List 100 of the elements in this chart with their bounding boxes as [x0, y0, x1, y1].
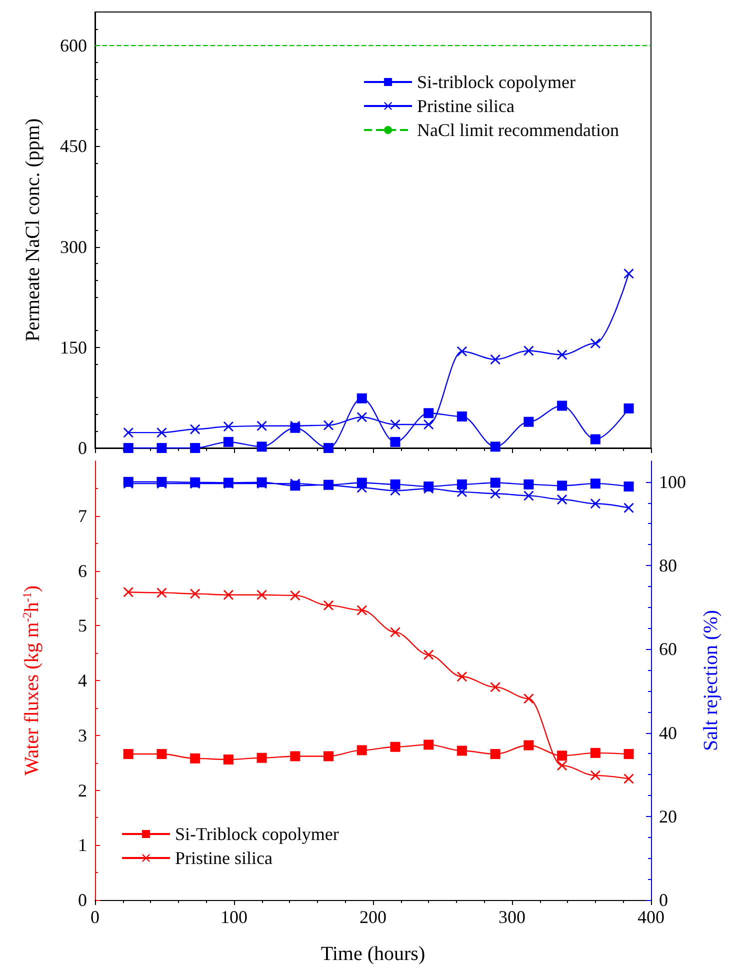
point: [223, 422, 234, 432]
point: [557, 350, 568, 360]
point: [456, 672, 467, 682]
y-tick-label: 0: [78, 438, 87, 458]
point: [390, 420, 400, 430]
point: [223, 754, 234, 765]
point: [590, 770, 600, 780]
point: [324, 751, 334, 762]
point: [524, 346, 534, 356]
y2-tick-label: 80: [659, 556, 677, 576]
y2-axis-title: Salt rejection (%): [700, 610, 722, 752]
y-tick-label: 4: [78, 670, 87, 690]
point: [624, 774, 634, 784]
legend-label: Pristine silica: [175, 848, 272, 868]
legend-label: Si-Triblock copolymer: [175, 824, 339, 844]
point: [590, 434, 600, 444]
y-tick-label: 5: [78, 616, 87, 636]
point: [256, 442, 267, 452]
y-axis-title: Permeate NaCl conc. (ppm): [22, 118, 44, 342]
y-tick-label: 300: [60, 236, 87, 257]
point: [356, 745, 367, 756]
y-axis-title: Water fluxes (kg m-2h-1): [20, 586, 43, 776]
legend-label: Si-triblock copolymer: [417, 72, 576, 92]
point: [524, 694, 534, 704]
point: [524, 740, 534, 750]
legend-label: NaCl limit recommendation: [417, 120, 620, 140]
y-tick-label: 600: [60, 36, 87, 56]
y-tick-label: 0: [78, 890, 87, 910]
point: [624, 749, 634, 760]
point: [256, 590, 267, 600]
point: [324, 600, 334, 610]
point: [390, 742, 400, 752]
point: [123, 428, 134, 438]
point: [156, 749, 167, 760]
point: [490, 749, 500, 760]
point: [356, 605, 367, 616]
point: [524, 490, 534, 501]
point: [590, 498, 600, 509]
legend-label: Pristine silica: [417, 96, 515, 116]
point: [156, 588, 167, 598]
y2-tick-label: 20: [659, 806, 677, 826]
point: [123, 443, 134, 453]
y-tick-label: 2: [78, 780, 87, 800]
point: [424, 408, 434, 418]
point: [490, 442, 500, 452]
point: [524, 416, 534, 427]
point: [624, 403, 634, 414]
point: [290, 751, 300, 762]
point: [490, 478, 500, 488]
point: [390, 627, 400, 638]
point: [256, 420, 267, 431]
point: [424, 650, 434, 660]
y-tick-label: 7: [78, 506, 87, 526]
point: [190, 753, 200, 764]
x-tick-label: 200: [360, 907, 386, 927]
point: [156, 428, 167, 438]
x-axis-title: Time (hours): [320, 943, 426, 965]
point: [456, 411, 467, 422]
point: [590, 478, 600, 489]
point: [524, 479, 534, 490]
point: [324, 420, 334, 430]
point: [490, 488, 500, 499]
y-tick-label: 150: [60, 337, 87, 358]
y-tick-label: 1: [78, 835, 87, 856]
point: [190, 424, 200, 434]
point: [390, 436, 400, 447]
point: [156, 443, 167, 453]
y2-tick-label: 100: [659, 472, 686, 492]
x-tick-label: 300: [498, 907, 526, 927]
point: [557, 760, 568, 771]
point: [624, 268, 634, 279]
y2-tick-label: 0: [659, 890, 668, 910]
y2-tick-label: 60: [659, 639, 677, 660]
y2-tick-label: 40: [659, 722, 677, 743]
y-tick-label: 3: [78, 725, 87, 746]
point: [190, 588, 200, 599]
point: [123, 587, 134, 598]
point: [424, 740, 434, 750]
point: [390, 486, 400, 496]
point: [356, 482, 367, 493]
y-tick-label: 6: [78, 560, 87, 581]
point: [456, 486, 467, 497]
point: [424, 420, 434, 430]
point: [456, 346, 467, 356]
point: [123, 749, 134, 760]
point: [324, 443, 334, 453]
point: [624, 502, 634, 513]
point: [223, 436, 234, 447]
point: [290, 590, 300, 600]
point: [456, 746, 467, 756]
x-tick-label: 100: [220, 907, 248, 927]
point: [190, 443, 200, 453]
point: [624, 482, 634, 492]
x-tick-label: 0: [90, 907, 100, 927]
point: [490, 354, 500, 364]
point: [223, 590, 234, 600]
y-tick-label: 450: [60, 136, 87, 156]
point: [356, 412, 367, 422]
point: [557, 400, 568, 411]
point: [256, 752, 267, 763]
